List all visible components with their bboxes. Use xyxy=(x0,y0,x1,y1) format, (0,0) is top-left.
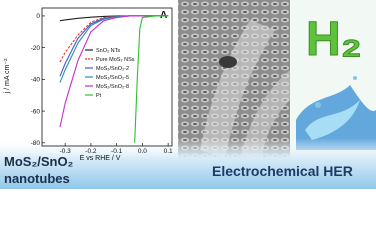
x-tick-label: -0.3 xyxy=(60,148,72,155)
splash xyxy=(305,100,360,140)
bottom-band xyxy=(0,138,376,189)
application-label: Electrochemical HER xyxy=(212,163,353,179)
legend-label: Pt xyxy=(96,93,102,99)
graphical-abstract: H₂ MoS₂/SnO₂ nanotubes Electrochemical H… xyxy=(0,0,376,189)
canvas: H₂ MoS₂/SnO₂ nanotubes Electrochemical H… xyxy=(0,0,376,189)
series-line xyxy=(59,15,169,63)
gas-label: H₂ xyxy=(306,13,362,66)
y-tick-label: 0 xyxy=(36,13,40,20)
plot-frame xyxy=(41,7,173,147)
product-label: MoS₂/SnO₂ xyxy=(4,154,74,169)
series-line xyxy=(134,15,169,143)
x-tick-label: -0.2 xyxy=(85,148,97,155)
nanotube xyxy=(200,20,275,158)
x-axis-label: E vs RHE / V xyxy=(80,155,121,162)
legend-label: SnO₂ NTs xyxy=(96,48,120,54)
y-tick-label: -40 xyxy=(31,77,41,84)
series-line xyxy=(59,15,169,128)
x-tick-label: 0.0 xyxy=(138,148,147,155)
product-label: nanotubes xyxy=(4,171,70,186)
droplet xyxy=(315,102,321,108)
droplet xyxy=(353,76,357,80)
y-tick-label: -60 xyxy=(31,108,41,115)
x-tick-label: -0.1 xyxy=(111,148,123,155)
nanotube xyxy=(240,70,290,158)
tube-opening xyxy=(219,56,237,68)
y-axis-label: j / mA cm⁻² xyxy=(4,58,11,94)
legend-label: Pure MoS₂ NSs xyxy=(96,57,135,63)
chart: A E vs RHE / V j / mA cm⁻² -0.3 -0.2 -0.1 0… xyxy=(4,7,173,162)
x-tick-label: 0.1 xyxy=(164,148,173,155)
y-tick-label: -80 xyxy=(31,140,41,147)
legend-label: MoS₂/SnO₂-2 xyxy=(96,66,129,72)
legend-label: MoS₂/SnO₂-8 xyxy=(96,84,129,90)
legend-label: MoS₂/SnO₂-5 xyxy=(96,75,129,81)
y-tick-label: -20 xyxy=(31,45,41,52)
